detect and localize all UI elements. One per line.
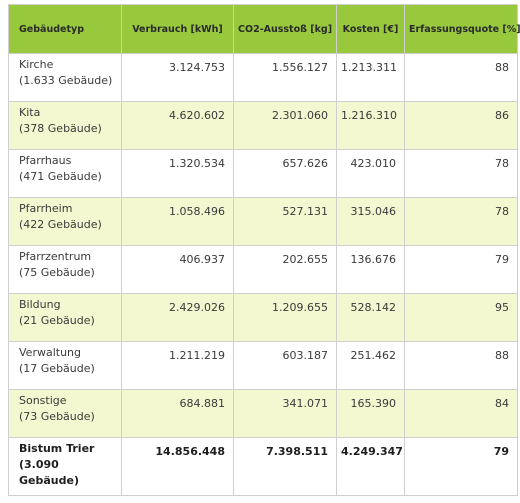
co2-cell: 2.301.060 bbox=[233, 101, 337, 150]
co2-cell: 603.187 bbox=[233, 341, 337, 390]
table-row: Verwaltung (17 Gebäude) 1.211.219 603.187… bbox=[8, 341, 518, 390]
row-name-cell: Sonstige (73 Gebäude) bbox=[8, 389, 122, 438]
row-count: (21 Gebäude) bbox=[19, 314, 95, 327]
verbrauch-cell: 684.881 bbox=[121, 389, 234, 438]
row-name: Bildung bbox=[19, 298, 61, 311]
quote-cell: 95 bbox=[404, 293, 518, 342]
row-count: (1.633 Gebäude) bbox=[19, 74, 113, 87]
quote-cell: 86 bbox=[404, 101, 518, 150]
quote-cell: 88 bbox=[404, 53, 518, 102]
co2-cell: 1.209.655 bbox=[233, 293, 337, 342]
row-name-cell: Bildung (21 Gebäude) bbox=[8, 293, 122, 342]
verbrauch-cell: 1.058.496 bbox=[121, 197, 234, 246]
quote-cell: 88 bbox=[404, 341, 518, 390]
kosten-cell: 136.676 bbox=[336, 245, 405, 294]
kosten-cell: 528.142 bbox=[336, 293, 405, 342]
row-name-cell: Pfarrzentrum (75 Gebäude) bbox=[8, 245, 122, 294]
co2-cell: 657.626 bbox=[233, 149, 337, 198]
col-header-verbrauch: Verbrauch [kWh] bbox=[121, 4, 234, 54]
verbrauch-cell: 3.124.753 bbox=[121, 53, 234, 102]
row-count: (471 Gebäude) bbox=[19, 170, 102, 183]
row-name: Kita bbox=[19, 106, 41, 119]
verbrauch-cell: 406.937 bbox=[121, 245, 234, 294]
row-name-cell: Kirche (1.633 Gebäude) bbox=[8, 53, 122, 102]
energy-table: Gebäudetyp Verbrauch [kWh] CO2-Ausstoß [… bbox=[8, 4, 520, 496]
verbrauch-cell: 4.620.602 bbox=[121, 101, 234, 150]
row-name-cell: Verwaltung (17 Gebäude) bbox=[8, 341, 122, 390]
co2-cell: 1.556.127 bbox=[233, 53, 337, 102]
row-count: (73 Gebäude) bbox=[19, 410, 95, 423]
total-kosten: 4.249.347 bbox=[336, 437, 405, 496]
verbrauch-cell: 1.211.219 bbox=[121, 341, 234, 390]
row-count: (75 Gebäude) bbox=[19, 266, 95, 279]
total-count: (3.090 Gebäude) bbox=[19, 458, 79, 487]
kosten-cell: 165.390 bbox=[336, 389, 405, 438]
kosten-cell: 315.046 bbox=[336, 197, 405, 246]
quote-cell: 79 bbox=[404, 245, 518, 294]
total-name: Bistum Trier bbox=[19, 442, 95, 455]
table-row: Kirche (1.633 Gebäude) 3.124.753 1.556.12… bbox=[8, 53, 518, 102]
total-co2: 7.398.511 bbox=[233, 437, 337, 496]
table-row: Bildung (21 Gebäude) 2.429.026 1.209.655 … bbox=[8, 293, 518, 342]
quote-cell: 78 bbox=[404, 197, 518, 246]
row-count: (422 Gebäude) bbox=[19, 218, 102, 231]
row-name: Kirche bbox=[19, 58, 54, 71]
total-row: Bistum Trier (3.090 Gebäude) 14.856.448 7… bbox=[8, 437, 518, 496]
row-name-cell: Pfarrhaus (471 Gebäude) bbox=[8, 149, 122, 198]
row-count: (378 Gebäude) bbox=[19, 122, 102, 135]
co2-cell: 341.071 bbox=[233, 389, 337, 438]
kosten-cell: 423.010 bbox=[336, 149, 405, 198]
row-name-cell: Pfarrheim (422 Gebäude) bbox=[8, 197, 122, 246]
co2-cell: 527.131 bbox=[233, 197, 337, 246]
quote-cell: 84 bbox=[404, 389, 518, 438]
kosten-cell: 1.213.311 bbox=[336, 53, 405, 102]
total-quote: 79 bbox=[404, 437, 518, 496]
table-row: Sonstige (73 Gebäude) 684.881 341.071 165… bbox=[8, 389, 518, 438]
total-name-cell: Bistum Trier (3.090 Gebäude) bbox=[8, 437, 122, 496]
table-row: Kita (378 Gebäude) 4.620.602 2.301.060 1.… bbox=[8, 101, 518, 150]
row-name: Pfarrhaus bbox=[19, 154, 72, 167]
row-name: Sonstige bbox=[19, 394, 67, 407]
col-header-erfassungsquote: Erfassungsquote [%] bbox=[404, 4, 520, 54]
kosten-cell: 1.216.310 bbox=[336, 101, 405, 150]
row-name: Pfarrheim bbox=[19, 202, 73, 215]
row-name: Pfarrzentrum bbox=[19, 250, 92, 263]
col-header-kosten: Kosten [€] bbox=[336, 4, 405, 54]
table-row: Pfarrhaus (471 Gebäude) 1.320.534 657.626… bbox=[8, 149, 518, 198]
row-count: (17 Gebäude) bbox=[19, 362, 95, 375]
row-name: Verwaltung bbox=[19, 346, 81, 359]
kosten-cell: 251.462 bbox=[336, 341, 405, 390]
total-verbrauch: 14.856.448 bbox=[121, 437, 234, 496]
header-row: Gebäudetyp Verbrauch [kWh] CO2-Ausstoß [… bbox=[8, 4, 520, 54]
col-header-co2: CO2-Ausstoß [kg] bbox=[233, 4, 337, 54]
verbrauch-cell: 2.429.026 bbox=[121, 293, 234, 342]
co2-cell: 202.655 bbox=[233, 245, 337, 294]
row-name-cell: Kita (378 Gebäude) bbox=[8, 101, 122, 150]
verbrauch-cell: 1.320.534 bbox=[121, 149, 234, 198]
table-row: Pfarrheim (422 Gebäude) 1.058.496 527.131… bbox=[8, 197, 518, 246]
table-row: Pfarrzentrum (75 Gebäude) 406.937 202.655… bbox=[8, 245, 518, 294]
col-header-gebaeudetyp: Gebäudetyp bbox=[8, 4, 122, 54]
quote-cell: 78 bbox=[404, 149, 518, 198]
